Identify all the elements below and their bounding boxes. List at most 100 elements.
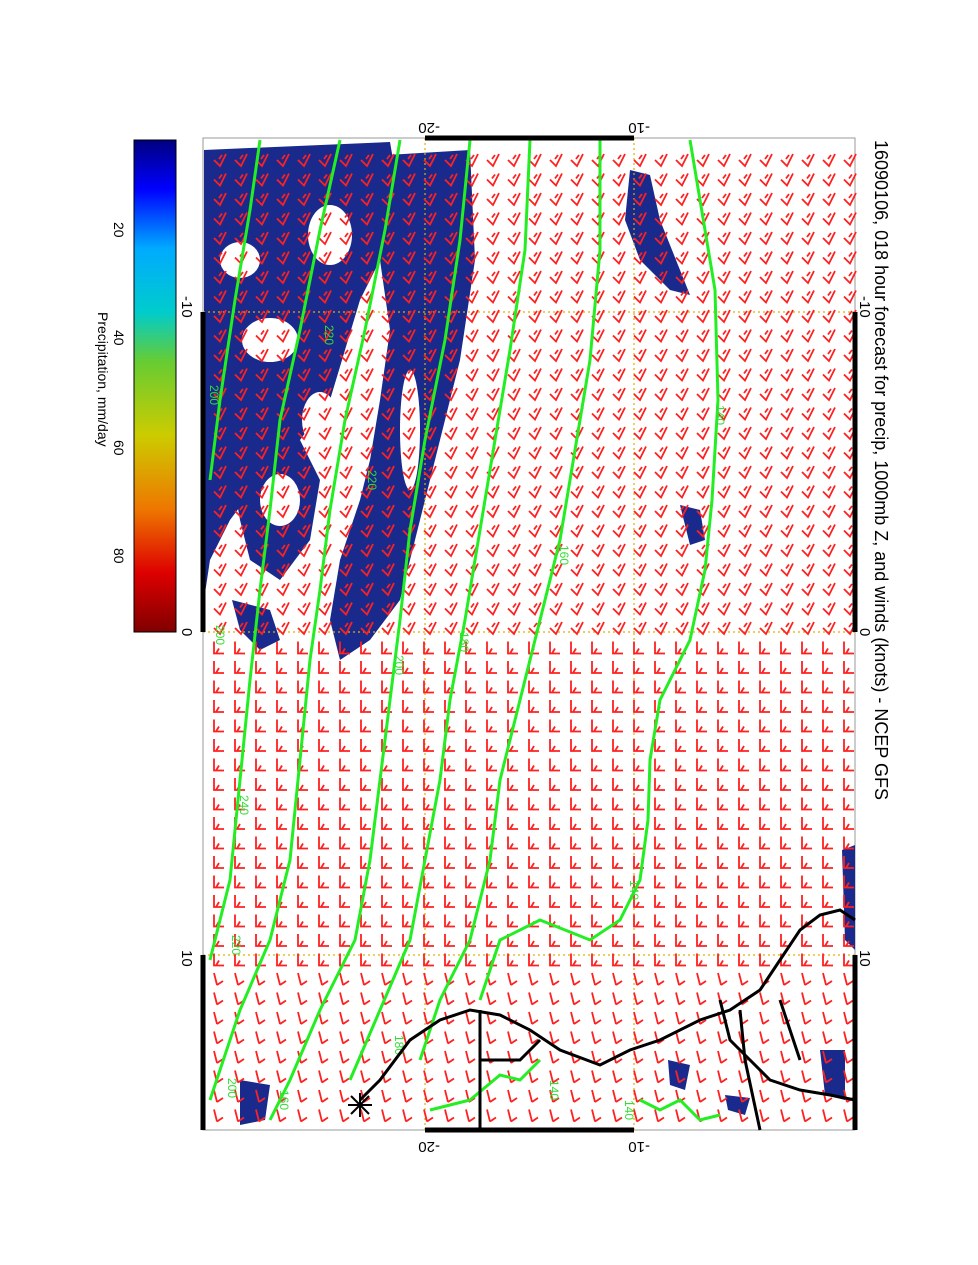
wind-barb-icon — [780, 875, 791, 889]
wind-barb-icon — [486, 1031, 497, 1045]
wind-barb-icon — [276, 758, 287, 772]
wind-barb-icon — [822, 817, 833, 830]
wind-barb-icon — [801, 231, 815, 246]
wind-barb-icon — [297, 387, 311, 402]
wind-barb-icon — [444, 446, 458, 461]
wind-barb-icon — [801, 504, 815, 519]
wind-barb-icon — [381, 524, 395, 539]
wind-barb-icon — [654, 173, 668, 188]
wind-barb-icon — [381, 1089, 392, 1103]
wind-barb-icon — [507, 407, 521, 422]
wind-barb-icon — [507, 875, 518, 889]
wind-barb-icon — [717, 251, 731, 266]
wind-barb-icon — [402, 212, 416, 227]
wind-barb-icon — [318, 485, 332, 500]
wind-barb-icon — [654, 368, 668, 383]
wind-barb-icon — [822, 309, 836, 324]
wind-barb-icon — [507, 212, 521, 227]
wind-barb-icon — [297, 446, 311, 461]
wind-barb-icon — [444, 797, 455, 811]
wind-barb-icon — [255, 836, 266, 850]
wind-barb-icon — [801, 582, 815, 597]
wind-barb-icon — [234, 1070, 245, 1084]
wind-barb-icon — [612, 1070, 623, 1084]
wind-barb-icon — [423, 621, 437, 636]
wind-barb-icon — [213, 778, 224, 791]
wind-barb-icon — [381, 817, 392, 830]
wind-barb-icon — [234, 348, 248, 363]
wind-barb-icon — [801, 641, 812, 655]
wind-barb-icon — [276, 778, 287, 791]
wind-barb-icon — [696, 680, 707, 694]
wind-barb-icon — [801, 953, 812, 967]
wind-barb-icon — [339, 797, 350, 811]
wind-barb-icon — [759, 153, 773, 168]
wind-barb-icon — [843, 817, 854, 830]
wind-barb-icon — [549, 251, 563, 266]
wind-barb-icon — [318, 700, 329, 713]
wind-barb-icon — [801, 1031, 812, 1045]
wind-barb-icon — [822, 212, 836, 227]
wind-barb-icon — [255, 621, 269, 636]
wind-barb-icon — [402, 446, 416, 461]
wind-barb-icon — [843, 173, 857, 188]
wind-barb-icon — [591, 1070, 602, 1084]
wind-barb-icon — [234, 1031, 245, 1045]
wind-barb-icon — [507, 1089, 518, 1103]
wind-barb-icon — [612, 485, 626, 500]
wind-barb-icon — [738, 934, 749, 947]
wind-barb-icon — [423, 953, 434, 967]
wind-barb-icon — [381, 856, 392, 869]
wind-barb-icon — [339, 1089, 350, 1103]
wind-barb-icon — [507, 700, 518, 713]
wind-barb-icon — [465, 524, 479, 539]
wind-barb-icon — [675, 739, 686, 752]
wind-barb-icon — [696, 524, 710, 539]
wind-barb-icon — [675, 856, 686, 869]
wind-barb-icon — [696, 758, 707, 772]
wind-barb-icon — [255, 446, 269, 461]
wind-barb-icon — [297, 1089, 308, 1103]
wind-barb-icon — [738, 680, 749, 694]
wind-barb-icon — [591, 524, 605, 539]
wind-barb-icon — [780, 836, 791, 850]
wind-barb-icon — [528, 407, 542, 422]
wind-barb-icon — [759, 309, 773, 324]
wind-barb-icon — [507, 836, 518, 850]
wind-barb-icon — [528, 465, 542, 480]
wind-barb-icon — [360, 680, 371, 694]
wind-barb-icon — [339, 778, 350, 791]
wind-barb-icon — [717, 407, 731, 422]
wind-barb-icon — [423, 875, 434, 889]
wind-barb-icon — [717, 426, 731, 441]
wind-barb-icon — [486, 524, 500, 539]
wind-barb-icon — [675, 465, 689, 480]
wind-barb-icon — [696, 914, 707, 928]
wind-barb-icon — [822, 192, 836, 207]
wind-barb-icon — [423, 231, 437, 246]
wind-barb-icon — [717, 543, 731, 558]
wind-barb-icon — [570, 192, 584, 207]
wind-barb-icon — [549, 426, 563, 441]
wind-barb-icon — [360, 797, 371, 811]
wind-barb-icon — [486, 153, 500, 168]
wind-barb-icon — [633, 1109, 644, 1123]
wind-barb-icon — [402, 387, 416, 402]
wind-barb-icon — [759, 387, 773, 402]
svg-text:60: 60 — [111, 440, 127, 456]
wind-barb-icon — [717, 504, 731, 519]
wind-barb-icon — [675, 329, 689, 344]
wind-barb-icon — [612, 700, 623, 713]
wind-barb-icon — [465, 231, 479, 246]
wind-barb-icon — [402, 700, 413, 713]
wind-barb-icon — [381, 934, 392, 947]
wind-barb-icon — [822, 1109, 833, 1123]
wind-barb-icon — [780, 173, 794, 188]
wind-barb-icon — [780, 1070, 791, 1084]
wind-barb-icon — [696, 895, 707, 908]
wind-barb-icon — [234, 524, 248, 539]
wind-barb-icon — [318, 778, 329, 791]
wind-barb-icon — [738, 817, 749, 830]
wind-barb-icon — [381, 1031, 392, 1045]
wind-barb-icon — [801, 602, 815, 617]
